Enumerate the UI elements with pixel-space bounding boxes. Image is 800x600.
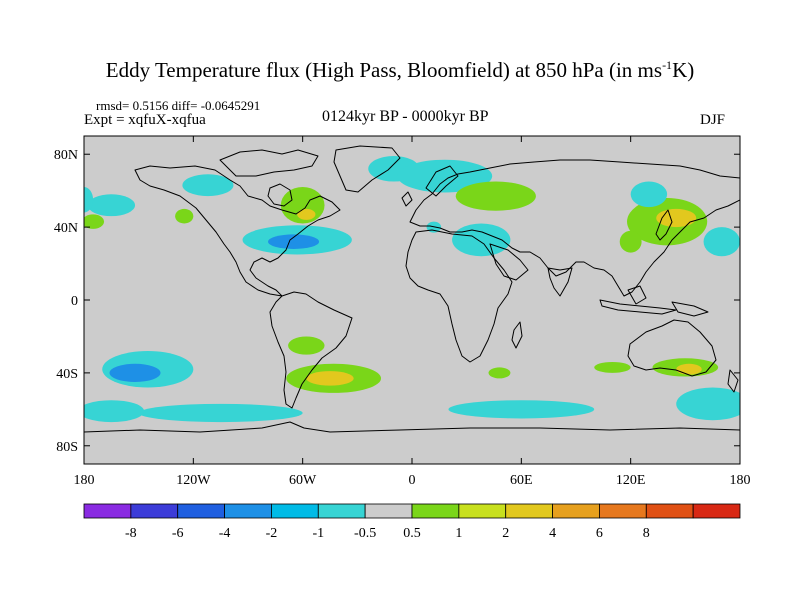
coastline-greenland: [333, 145, 401, 193]
anomaly-region: [448, 400, 595, 419]
anomaly-region: [397, 159, 493, 193]
colorbar-swatch: [83, 503, 132, 519]
y-tick-label: 80N: [54, 148, 78, 163]
colorbar-swatch: [458, 503, 507, 519]
period-label: 0124kyr BP - 0000kyr BP: [322, 108, 489, 125]
x-tick-label: 180: [74, 473, 95, 488]
anomaly-region: [455, 181, 536, 211]
coastline-madagascar: [511, 321, 523, 349]
anomaly-region: [488, 367, 511, 379]
colorbar-swatch: [645, 503, 694, 519]
colorbar-swatch: [552, 503, 600, 519]
anomaly-region: [175, 208, 194, 224]
coastline-antarctica: [84, 421, 740, 433]
anomaly-region: [676, 387, 740, 421]
anomaly-region: [594, 361, 631, 373]
y-tick-label: 40S: [56, 367, 78, 382]
colorbar-label: -2: [266, 526, 278, 541]
colorbar-swatch: [505, 503, 553, 519]
colorbar-swatch: [317, 503, 366, 519]
coastline-layer: [84, 145, 740, 433]
plot-title: Eddy Temperature flux (High Pass, Bloomf…: [105, 58, 695, 82]
colorbar: -8 -6 -4 -2 -1 -0.5 0.5 1 2 4 6 8: [83, 503, 741, 541]
colorbar-label: -0.5: [354, 526, 376, 541]
anomaly-layer: [84, 156, 740, 423]
coastline-hudson-bay: [267, 183, 293, 207]
season-label: DJF: [700, 112, 726, 128]
anomaly-region: [630, 181, 668, 208]
anomaly-region: [297, 208, 316, 220]
coastline-british-isles: [401, 191, 413, 207]
anomaly-region: [452, 223, 511, 257]
anomaly-region: [619, 230, 642, 253]
colorbar-swatch: [224, 503, 272, 519]
colorbar-label: -1: [312, 526, 324, 541]
anomaly-region: [84, 400, 145, 423]
colorbar-label: 2: [502, 526, 509, 541]
coastline-japan: [655, 209, 673, 241]
y-tick-label: 80S: [56, 440, 78, 455]
colorbar-swatch: [364, 503, 413, 519]
colorbar-label: 1: [455, 526, 462, 541]
colorbar-label: -8: [125, 526, 137, 541]
colorbar-swatch: [692, 503, 741, 519]
coastline-india: [547, 267, 573, 297]
colorbar-label: 4: [549, 526, 556, 541]
coastline-indonesia: [599, 299, 677, 315]
x-tick-label: 0: [409, 473, 416, 488]
colorbar-label: 8: [643, 526, 650, 541]
colorbar-swatch: [130, 503, 179, 519]
x-tick-label: 120E: [616, 473, 646, 488]
coastline-north-america: [134, 165, 341, 297]
anomaly-region: [656, 208, 697, 228]
anomaly-region: [87, 194, 136, 217]
x-tick-label: 60W: [289, 473, 317, 488]
x-tick-label: 180: [730, 473, 751, 488]
colorbar-label: 0.5: [403, 526, 421, 541]
x-tick-label: 120W: [176, 473, 211, 488]
x-tick-label: 60E: [510, 473, 533, 488]
coastline-new-zealand: [727, 369, 739, 393]
colorbar-swatch: [599, 503, 647, 519]
colorbar-swatch: [411, 503, 460, 519]
anomaly-region: [703, 227, 740, 257]
coastline-borneo: [627, 285, 647, 305]
colorbar-swatch: [271, 503, 319, 519]
colorbar-label: -4: [219, 526, 231, 541]
anomaly-region: [138, 403, 303, 423]
anomaly-region: [288, 336, 325, 355]
coastline-arabia: [489, 243, 529, 281]
anomaly-region: [676, 363, 702, 375]
anomaly-region: [84, 214, 105, 229]
anomaly-region: [182, 174, 234, 197]
anomaly-region: [268, 234, 320, 249]
anomaly-region: [109, 363, 161, 382]
stats-label: rmsd= 0.5156 diff= -0.0645291: [96, 98, 261, 113]
y-tick-label: 40N: [54, 221, 78, 236]
colorbar-label: 6: [596, 526, 603, 541]
experiment-label: Expt = xqfuX-xqfua: [84, 112, 206, 128]
y-tick-label: 0: [71, 294, 78, 309]
axis-ticks: 180 120W 60W 0 60E 120E 180 80N 40N 0 40S 80S: [54, 136, 751, 488]
anomaly-region: [306, 371, 354, 386]
coastline-africa: [405, 229, 513, 363]
coastline-new-guinea: [671, 301, 709, 317]
coastline-australia: [627, 319, 717, 377]
anomaly-region: [84, 187, 94, 213]
coastline-south-america: [269, 291, 353, 409]
coastline-arctic-islands: [219, 149, 319, 177]
colorbar-swatch: [177, 503, 225, 519]
coastline-europe-asia: [409, 159, 740, 297]
colorbar-label: -6: [172, 526, 184, 541]
coastline-scandinavia: [425, 165, 459, 197]
